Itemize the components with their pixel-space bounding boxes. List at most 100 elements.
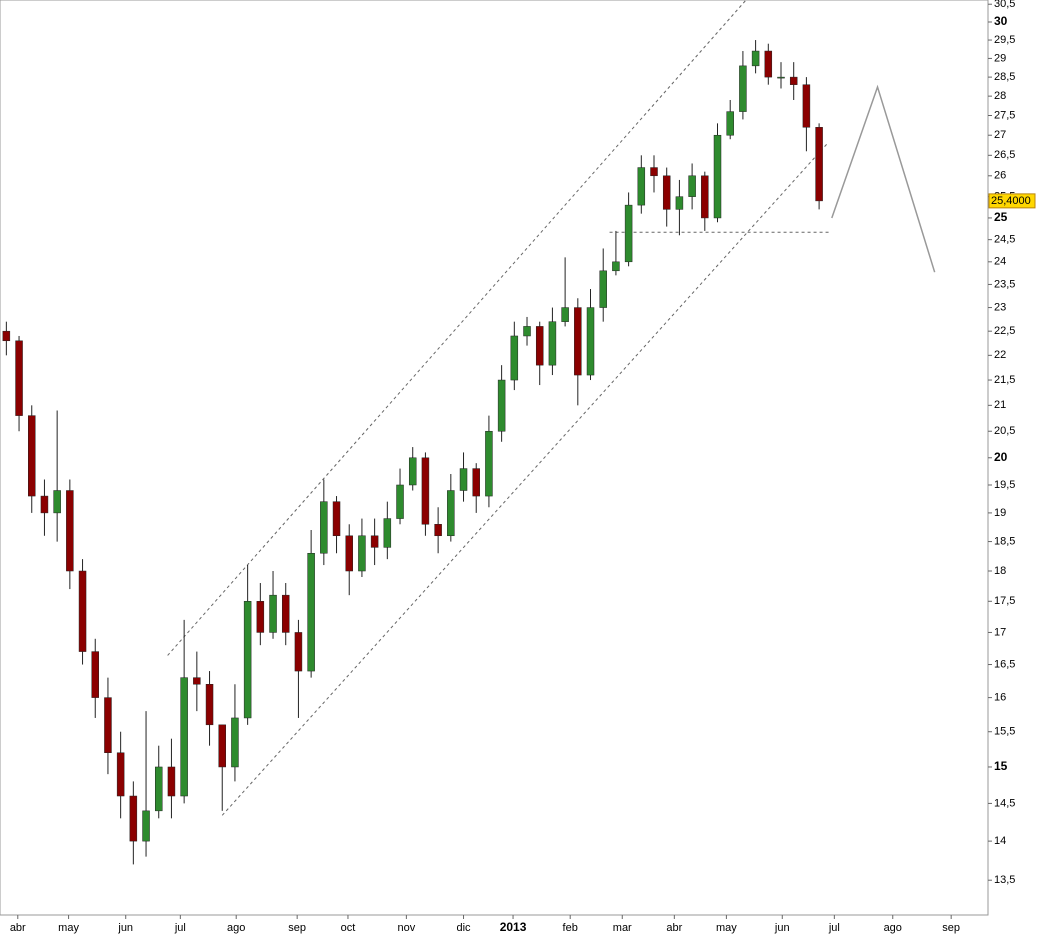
y-tick-label: 14 [994,835,1006,847]
y-tick-label: 26 [994,170,1006,182]
candle-body [256,601,265,633]
y-tick-label: 20,5 [994,425,1015,437]
y-tick-label: 14,5 [994,797,1015,809]
x-tick-label: jul [828,922,840,934]
y-tick-label: 21 [994,399,1006,411]
y-tick-label: 28 [994,90,1006,102]
x-tick-label: may [58,922,79,934]
candle-body [116,752,125,797]
candle-body [154,766,163,812]
candle-body [320,501,328,554]
candle-body [802,84,811,128]
x-tick-label: oct [341,922,356,934]
y-tick-label: 22,5 [994,325,1015,337]
candle-body [688,175,696,197]
candle-body [701,175,709,219]
y-tick-label: 30,5 [994,0,1015,10]
candle-body [662,175,671,210]
candle-body [205,684,214,726]
candle-body [764,50,773,78]
candle-body [713,134,722,219]
candle-body [739,65,747,112]
y-tick-label: 24 [994,256,1006,268]
candle-body [129,795,138,842]
x-tick-label: jul [174,922,186,934]
candle-body [586,307,595,376]
y-tick-label: 16 [994,692,1006,704]
plot-area [0,0,989,916]
candle-body [28,415,36,497]
candle-body [383,518,392,548]
y-tick-label: 25 [994,210,1008,224]
trend-line [167,0,746,656]
x-tick-label: nov [398,922,416,934]
candle-body [612,261,620,272]
candle-body [243,601,252,719]
y-tick-label: 24,5 [994,234,1015,246]
x-tick-label: mar [613,922,632,934]
candle-body [345,535,353,572]
x-tick-label: 2013 [500,920,527,934]
x-tick-label: ago [227,922,245,934]
y-tick-label: 28,5 [994,71,1015,83]
candle-body [561,307,569,322]
x-tick-label: dic [456,922,471,934]
x-tick-label: sep [942,922,960,934]
candle-body [726,111,734,136]
candle-body [180,677,188,797]
y-tick-label: 23 [994,301,1006,313]
y-tick-label: 17,5 [994,595,1015,607]
y-tick-label: 21,5 [994,374,1015,386]
candle-body [91,651,99,698]
y-tick-label: 29,5 [994,34,1015,46]
x-tick-label: ago [884,922,902,934]
candle-body [193,677,201,685]
candle-body [307,552,315,672]
candle-body [548,321,557,366]
candle-body [777,76,785,79]
candle-body [599,270,607,308]
y-tick-label: 27,5 [994,109,1015,121]
candle-body [370,535,379,548]
candle-body [358,535,366,572]
y-tick-label: 17 [994,626,1006,638]
candle-body [535,326,544,366]
candle-body [66,490,74,572]
candle-body [53,490,61,514]
candle-body [332,501,341,537]
x-tick-label: sep [288,922,306,934]
y-tick-label: 23,5 [994,278,1015,290]
candle-body [497,379,506,432]
x-tick-label: jun [117,922,133,934]
candle-body [447,490,455,537]
y-tick-label: 30 [994,14,1008,28]
y-tick-label: 13,5 [994,874,1015,886]
candle-body [408,457,417,486]
y-tick-label: 19 [994,507,1006,519]
candle-body [459,468,468,491]
candle-body [142,810,150,842]
candle-body [523,326,531,337]
y-tick-label: 20 [994,450,1008,464]
candle-body [15,340,23,416]
candle-body [218,724,226,768]
candle-body [40,495,49,514]
candle-body [104,697,112,753]
x-tick-label: may [716,922,737,934]
y-tick-label: 22 [994,349,1006,361]
candle-body [624,204,633,263]
candle-body [421,457,430,525]
candle-body [78,570,87,652]
candle-body [472,468,480,497]
x-tick-label: jun [774,922,790,934]
candle-body [675,196,684,210]
candle-body [396,484,404,519]
candle-body [789,76,798,85]
trend-line [221,142,829,816]
candle-body [281,594,290,633]
y-tick-label: 19,5 [994,479,1015,491]
trend-line [831,84,936,273]
y-tick-label: 29 [994,52,1006,64]
y-tick-label: 15,5 [994,726,1015,738]
